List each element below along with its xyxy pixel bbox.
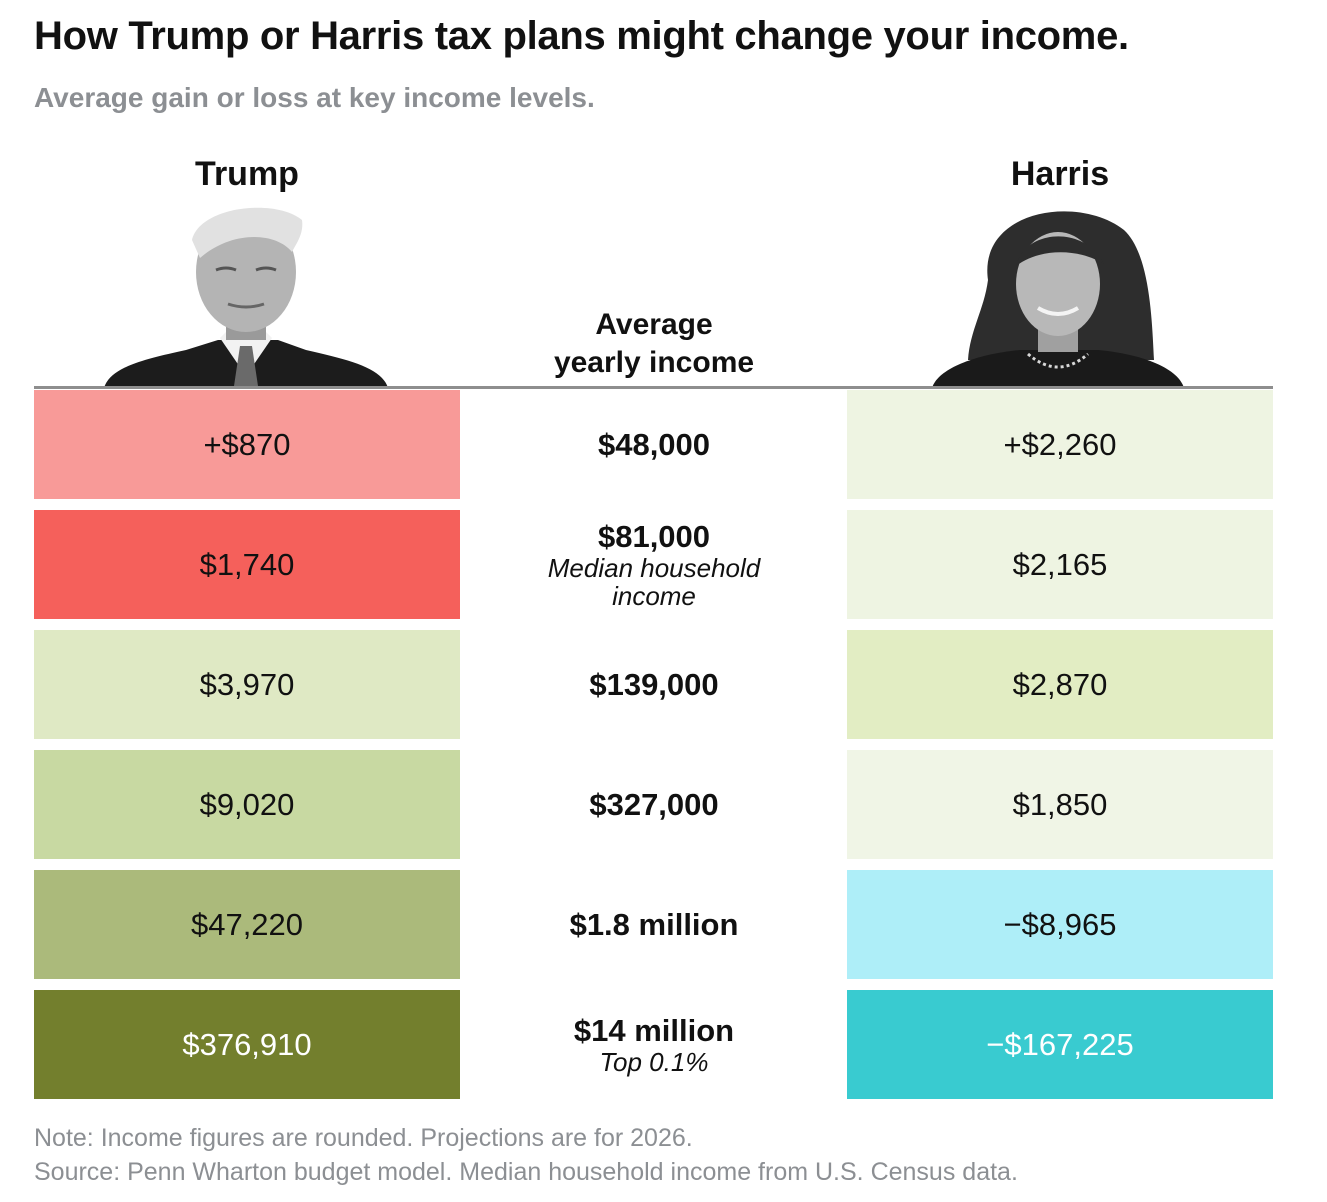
income-amount: $14 million [573,1012,735,1048]
source-note: Source: Penn Wharton budget model. Media… [34,1158,1018,1186]
footnote: Note: Income figures are rounded. Projec… [34,1124,693,1152]
trump-value-cell: +$870 [34,390,460,499]
harris-value-cell: −$8,965 [847,870,1273,979]
income-level-cell: $139,000 [486,630,822,739]
trump-value-cell: $9,020 [34,750,460,859]
income-level-cell: $1.8 million [486,870,822,979]
trump-header: Trump [195,155,299,193]
harris-value-cell: $2,870 [847,630,1273,739]
income-amount: $81,000 [597,518,711,554]
harris-value-cell: $2,165 [847,510,1273,619]
trump-value-cell: $376,910 [34,990,460,1099]
income-level-cell: $14 million Top 0.1% [486,990,822,1099]
income-level-cell: $81,000 Median household income [486,510,822,619]
income-column-header: Average yearly income [553,308,755,379]
harris-portrait [932,211,1184,388]
income-amount: $48,000 [597,426,711,462]
harris-value-cell: +$2,260 [847,390,1273,499]
income-level-cell: $48,000 [486,390,822,499]
income-amount: $1.8 million [569,906,739,942]
trump-value-cell: $1,740 [34,510,460,619]
trump-value-cell: $47,220 [34,870,460,979]
header-rule [34,386,1273,389]
income-note: Median household income [547,552,761,611]
harris-value-cell: $1,850 [847,750,1273,859]
chart-title: How Trump or Harris tax plans might chan… [34,14,1129,58]
harris-value-cell: −$167,225 [847,990,1273,1099]
chart-subtitle: Average gain or loss at key income level… [34,82,595,113]
harris-header: Harris [1010,155,1110,193]
income-level-cell: $327,000 [486,750,822,859]
trump-portrait [104,207,388,388]
income-amount: $139,000 [589,666,719,702]
trump-value-cell: $3,970 [34,630,460,739]
income-note: Top 0.1% [599,1046,709,1077]
income-amount: $327,000 [589,786,719,822]
